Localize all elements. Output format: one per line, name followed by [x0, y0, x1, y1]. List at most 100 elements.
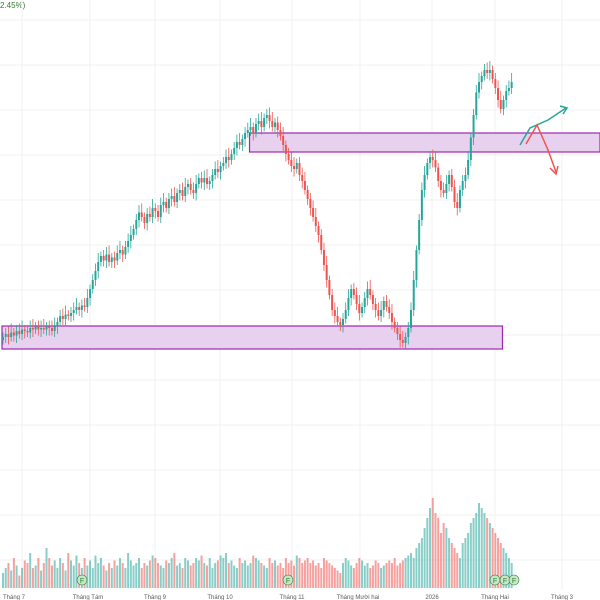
volume-bar [317, 563, 320, 588]
volume-bar [399, 563, 402, 588]
candle-body [491, 70, 494, 79]
candle-body [121, 250, 124, 255]
x-tick-label: Tháng 7 [3, 595, 26, 600]
candle-body [102, 256, 105, 261]
volume-bar [170, 558, 173, 588]
volume-bar [380, 568, 383, 588]
volume-bar [189, 565, 192, 588]
volume-bar [64, 570, 67, 588]
down-arrow[interactable] [525, 123, 557, 173]
candle-body [40, 328, 43, 330]
volume-bar [59, 558, 62, 588]
candle-body [110, 257, 113, 262]
volume-bar [472, 518, 475, 588]
event-marker[interactable] [508, 574, 520, 586]
candle-body [225, 157, 228, 163]
candle-body [154, 208, 157, 211]
candle-body [456, 202, 459, 208]
resistance-zone[interactable] [248, 132, 600, 153]
candle-body [336, 316, 339, 322]
event-marker[interactable] [76, 574, 88, 586]
candle-body [361, 307, 364, 313]
volume-bar [238, 558, 241, 588]
volume-bar [333, 568, 336, 588]
volume-bar [401, 560, 404, 588]
support-zone[interactable] [1, 325, 504, 350]
x-tick-label: Tháng Hai [481, 595, 509, 600]
volume-bar [222, 558, 225, 588]
candle-body [396, 328, 399, 334]
candle-body [195, 184, 198, 193]
candle-body [494, 79, 497, 88]
volume-bar [260, 563, 263, 588]
event-marker[interactable] [282, 574, 294, 586]
percent-change-label: 2.45%) [0, 1, 26, 10]
volume-bar [7, 563, 10, 588]
volume-bar [263, 565, 266, 588]
candle-body [53, 326, 56, 331]
candle-body [59, 316, 62, 322]
volume-bar [320, 568, 323, 588]
event-marker-label: F [493, 578, 497, 585]
volume-bar [390, 563, 393, 588]
volume-bar [358, 558, 361, 588]
candle-body [159, 205, 162, 217]
volume-bar [159, 565, 162, 588]
candle-body [488, 70, 491, 73]
candle-body [339, 322, 342, 325]
candle-body [211, 175, 214, 181]
candle-body [380, 310, 383, 316]
volume-bar [116, 565, 119, 588]
candle-body [18, 331, 21, 334]
volume-bar [138, 558, 140, 588]
candle-body [385, 301, 388, 307]
candle-body [271, 121, 274, 127]
candle-body [70, 313, 72, 316]
volume-bar [415, 548, 418, 588]
volume-bar [246, 565, 249, 588]
candle-body [135, 220, 138, 229]
volume-bar [31, 568, 34, 588]
volume-bar [448, 538, 451, 588]
volume-bar [366, 563, 369, 588]
up-arrow[interactable] [519, 107, 567, 146]
candle-body [83, 305, 86, 307]
volume-bar [42, 563, 45, 588]
volume-bar [469, 523, 472, 588]
candle-body [138, 212, 140, 220]
volume-bar [18, 575, 21, 588]
volume-bar [192, 563, 195, 588]
volume-bar [407, 555, 410, 588]
candle-body [282, 136, 285, 145]
candle-body [382, 301, 385, 310]
volume-bar [154, 558, 157, 588]
volume-bar [429, 508, 432, 588]
candle-body [192, 190, 195, 193]
candle-body [108, 254, 111, 262]
candle-body [352, 289, 355, 295]
volume-bar [507, 558, 510, 588]
volume-bar [148, 560, 151, 588]
candle-body [276, 122, 279, 130]
candle-body [390, 313, 393, 322]
candle-body [347, 298, 350, 310]
volume-bar [34, 565, 37, 588]
volume-bar [26, 563, 29, 588]
volume-bar [75, 555, 78, 588]
volume-bar [244, 560, 247, 588]
candle-body [287, 154, 290, 160]
candle-body [184, 187, 187, 196]
candle-body [241, 139, 244, 145]
candle-body [167, 199, 170, 208]
candle-body [388, 307, 391, 313]
candle-body [371, 295, 374, 304]
candle-body [312, 208, 315, 217]
candle-body [146, 214, 149, 223]
volume-bar [10, 570, 13, 588]
volume-bar [203, 563, 206, 588]
candle-body [439, 181, 442, 190]
candle-body [418, 220, 421, 250]
candle-body [80, 305, 83, 310]
volume-bar [108, 563, 111, 588]
